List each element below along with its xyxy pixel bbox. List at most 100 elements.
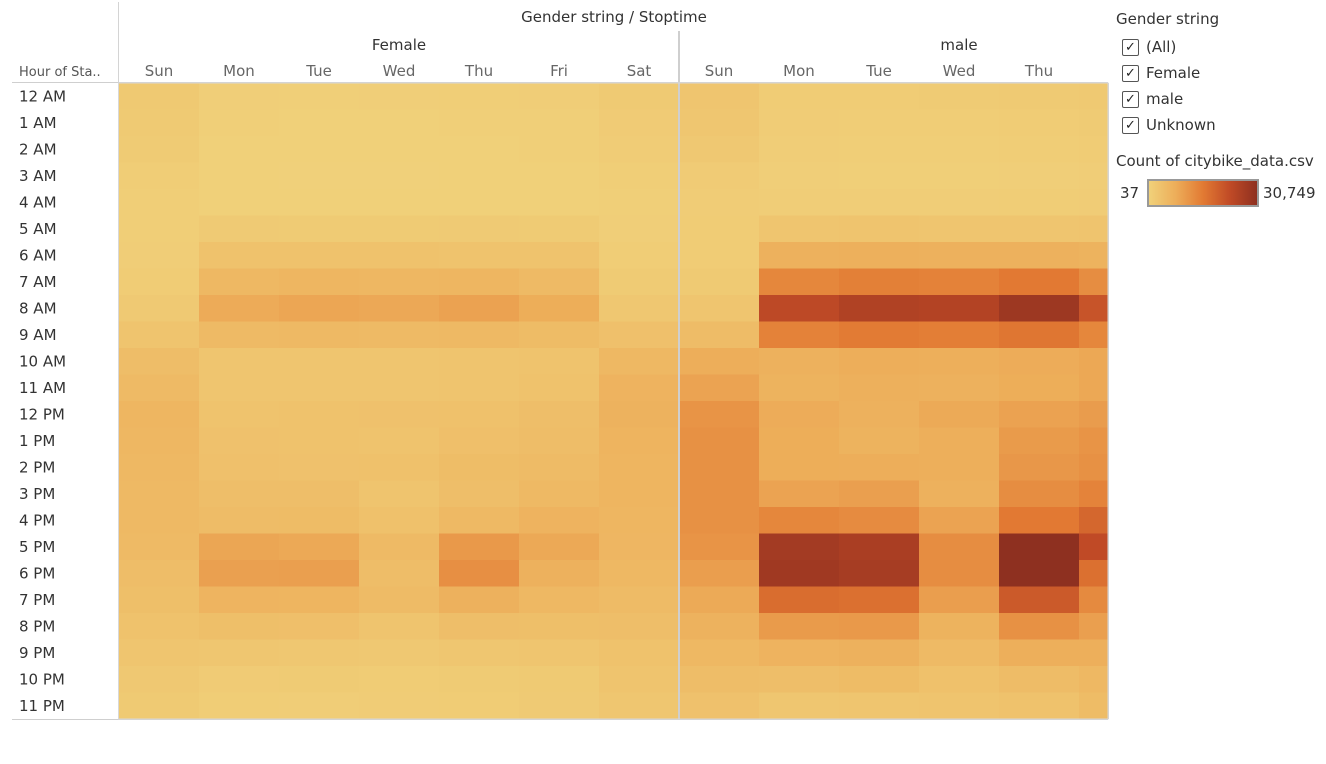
heatmap-cell — [919, 348, 1000, 376]
heatmap-cell — [679, 666, 760, 694]
heatmap-cell — [279, 162, 360, 190]
heatmap-cell — [839, 295, 920, 323]
heatmap-cell — [999, 189, 1080, 217]
heatmap-cell — [199, 268, 280, 296]
heatmap-cell — [519, 242, 600, 270]
heatmap-cell — [999, 374, 1080, 402]
heatmap-cell — [119, 136, 200, 164]
heatmap-cell — [759, 692, 840, 720]
heatmap-cell — [679, 427, 760, 455]
heatmap-cell — [199, 639, 280, 667]
heatmap-cell — [599, 427, 680, 455]
heatmap-cell — [199, 401, 280, 429]
heatmap-cell — [919, 109, 1000, 137]
heatmap-cell — [359, 189, 440, 217]
group-label: male — [940, 36, 977, 54]
heatmap-cell — [519, 639, 600, 667]
heatmap-cell — [199, 374, 280, 402]
heatmap-cell — [199, 507, 280, 535]
heatmap-cell — [759, 401, 840, 429]
heatmap-cell — [439, 242, 520, 270]
heatmap-cell — [199, 242, 280, 270]
heatmap-cell — [1079, 215, 1108, 243]
heatmap-cell — [679, 507, 760, 535]
heatmap-cell — [439, 374, 520, 402]
heatmap-cell — [919, 613, 1000, 641]
heatmap-cell — [439, 321, 520, 349]
checkbox-icon[interactable]: ✓ — [1122, 116, 1139, 134]
heatmap-cell — [839, 215, 920, 243]
heatmap-cell — [199, 215, 280, 243]
row-label: 4 PM — [19, 511, 55, 529]
heatmap-cell — [599, 242, 680, 270]
checkbox-icon[interactable]: ✓ — [1122, 64, 1139, 82]
legend-item-label: male — [1146, 90, 1184, 108]
heatmap-cell — [199, 692, 280, 720]
color-legend: 37 30,749 — [1116, 179, 1321, 207]
heatmap-cell — [439, 507, 520, 535]
day-label: Mon — [783, 62, 815, 80]
row-label: 8 PM — [19, 617, 55, 635]
legend-item-label: Unknown — [1146, 116, 1216, 134]
heatmap-cell — [919, 321, 1000, 349]
heatmap-cell — [119, 374, 200, 402]
heatmap-cell — [519, 533, 600, 561]
heatmap-cell — [279, 109, 360, 137]
heatmap-cell — [679, 480, 760, 508]
heatmap-cell — [1079, 189, 1108, 217]
heatmap-cell — [839, 374, 920, 402]
day-label: Tue — [305, 62, 332, 80]
checkbox-icon[interactable]: ✓ — [1122, 38, 1139, 56]
heatmap-cell — [679, 454, 760, 482]
heatmap-cell — [119, 427, 200, 455]
row-label: 1 AM — [19, 114, 57, 132]
heatmap-cell — [279, 692, 360, 720]
heatmap-cell — [599, 560, 680, 588]
heatmap-cell — [999, 321, 1080, 349]
heatmap-cell — [439, 454, 520, 482]
heatmap-cell — [999, 666, 1080, 694]
heatmap-cell — [999, 109, 1080, 137]
heatmap-cell — [119, 692, 200, 720]
heatmap-cell — [359, 268, 440, 296]
heatmap-cell — [1079, 533, 1108, 561]
heatmap-cell — [199, 586, 280, 614]
heatmap-cell — [519, 401, 600, 429]
heatmap-cell — [519, 295, 600, 323]
heatmap-cell — [999, 480, 1080, 508]
heatmap-cell — [1079, 242, 1108, 270]
legend-item-male[interactable]: ✓ male — [1116, 86, 1321, 112]
heatmap-cell — [199, 348, 280, 376]
heatmap-cell — [679, 189, 760, 217]
heatmap-cell — [679, 136, 760, 164]
heatmap-cell — [119, 109, 200, 137]
day-label: Thu — [464, 62, 493, 80]
heatmap-cell — [119, 507, 200, 535]
heatmap-cell — [839, 639, 920, 667]
heatmap-cell — [279, 321, 360, 349]
heatmap-cell — [199, 533, 280, 561]
heatmap-cell — [279, 639, 360, 667]
heatmap-cell — [679, 533, 760, 561]
checkbox-icon[interactable]: ✓ — [1122, 90, 1139, 108]
legend-item-female[interactable]: ✓ Female — [1116, 60, 1321, 86]
heatmap-cell — [839, 480, 920, 508]
heatmap-cell — [439, 692, 520, 720]
heatmap-cell — [1079, 268, 1108, 296]
legend-item-unknown[interactable]: ✓ Unknown — [1116, 112, 1321, 138]
legend-item-all[interactable]: ✓ (All) — [1116, 34, 1321, 60]
heatmap-cell — [119, 162, 200, 190]
heatmap-cell — [1079, 295, 1108, 323]
heatmap-cell — [919, 242, 1000, 270]
heatmap-cell — [759, 162, 840, 190]
heatmap-cell — [999, 242, 1080, 270]
heatmap-cell — [199, 136, 280, 164]
heatmap-cell — [839, 454, 920, 482]
heatmap-cell — [439, 268, 520, 296]
heatmap-cell — [839, 321, 920, 349]
heatmap-cell — [599, 295, 680, 323]
heatmap-cell — [119, 586, 200, 614]
heatmap-cell — [1079, 586, 1108, 614]
heatmap-cell — [599, 162, 680, 190]
heatmap-cell — [999, 401, 1080, 429]
